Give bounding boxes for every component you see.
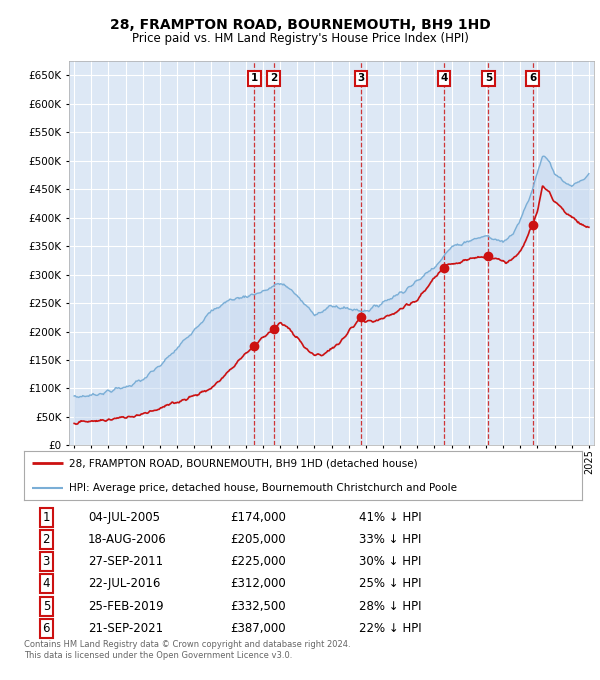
- Text: 5: 5: [485, 73, 492, 84]
- Text: £205,000: £205,000: [230, 533, 286, 546]
- Text: 22% ↓ HPI: 22% ↓ HPI: [359, 622, 421, 634]
- Text: 28% ↓ HPI: 28% ↓ HPI: [359, 600, 421, 613]
- Text: 5: 5: [43, 600, 50, 613]
- Text: 2: 2: [43, 533, 50, 546]
- Text: £312,000: £312,000: [230, 577, 286, 590]
- Text: £332,500: £332,500: [230, 600, 286, 613]
- Text: 22-JUL-2016: 22-JUL-2016: [88, 577, 161, 590]
- Text: 18-AUG-2006: 18-AUG-2006: [88, 533, 167, 546]
- Text: 28, FRAMPTON ROAD, BOURNEMOUTH, BH9 1HD (detached house): 28, FRAMPTON ROAD, BOURNEMOUTH, BH9 1HD …: [68, 458, 417, 468]
- Text: 6: 6: [529, 73, 536, 84]
- Text: 3: 3: [43, 556, 50, 568]
- Text: This data is licensed under the Open Government Licence v3.0.: This data is licensed under the Open Gov…: [24, 651, 292, 660]
- Text: £225,000: £225,000: [230, 556, 286, 568]
- Text: Price paid vs. HM Land Registry's House Price Index (HPI): Price paid vs. HM Land Registry's House …: [131, 31, 469, 45]
- Text: HPI: Average price, detached house, Bournemouth Christchurch and Poole: HPI: Average price, detached house, Bour…: [68, 483, 457, 492]
- Text: 3: 3: [358, 73, 365, 84]
- Text: 1: 1: [43, 511, 50, 524]
- Text: 04-JUL-2005: 04-JUL-2005: [88, 511, 160, 524]
- Text: £174,000: £174,000: [230, 511, 286, 524]
- Text: £387,000: £387,000: [230, 622, 286, 634]
- Text: 28, FRAMPTON ROAD, BOURNEMOUTH, BH9 1HD: 28, FRAMPTON ROAD, BOURNEMOUTH, BH9 1HD: [110, 18, 490, 32]
- Text: 4: 4: [440, 73, 448, 84]
- Text: 1: 1: [251, 73, 258, 84]
- Text: 21-SEP-2021: 21-SEP-2021: [88, 622, 163, 634]
- Text: Contains HM Land Registry data © Crown copyright and database right 2024.: Contains HM Land Registry data © Crown c…: [24, 641, 350, 649]
- Text: 30% ↓ HPI: 30% ↓ HPI: [359, 556, 421, 568]
- Text: 6: 6: [43, 622, 50, 634]
- Text: 25% ↓ HPI: 25% ↓ HPI: [359, 577, 421, 590]
- Text: 25-FEB-2019: 25-FEB-2019: [88, 600, 164, 613]
- Text: 4: 4: [43, 577, 50, 590]
- Text: 27-SEP-2011: 27-SEP-2011: [88, 556, 163, 568]
- Text: 2: 2: [270, 73, 277, 84]
- Text: 41% ↓ HPI: 41% ↓ HPI: [359, 511, 421, 524]
- Text: 33% ↓ HPI: 33% ↓ HPI: [359, 533, 421, 546]
